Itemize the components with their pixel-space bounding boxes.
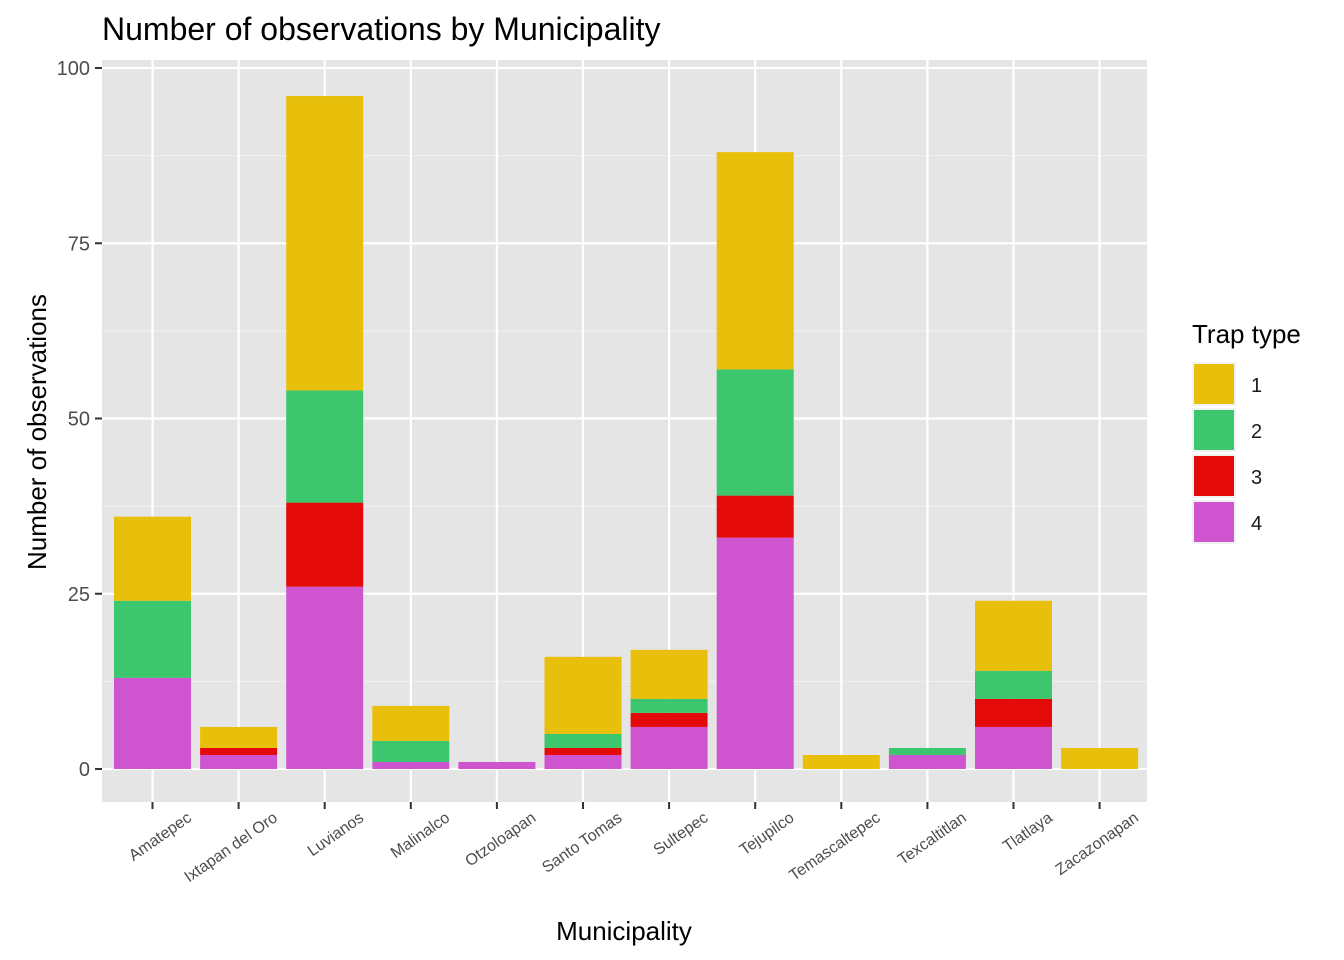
chart-title: Number of observations by Municipality [102,11,660,47]
plot-panel [102,60,1147,802]
y-axis: 0 25 50 75 100 [57,58,102,781]
bar-segment [372,705,450,741]
bar-segment [716,369,794,496]
bar-segment [630,649,708,699]
legend-label: 1 [1251,375,1262,397]
legend-swatch [1194,364,1234,404]
bar-segment [200,726,278,748]
legend: Trap type 1 2 3 4 [1192,319,1301,544]
bar-segment [630,726,708,769]
y-tick-label: 75 [68,233,90,255]
x-tick-label: Tlatlaya [1000,809,1056,855]
bar-segment [286,96,364,391]
legend-label: 2 [1251,421,1262,443]
x-tick-label: Otzoloapan [462,809,539,870]
bar-segment [286,502,364,587]
bar-segment [544,747,622,755]
x-tick-label: Temascaltepec [786,809,883,884]
bar-segment [716,537,794,769]
bar-segment [975,600,1052,671]
x-tick-label: Santo Tomas [539,809,625,876]
bar-segment [114,600,191,678]
x-tick-label: Sultepec [651,809,712,859]
x-tick-label: Tejupilco [737,809,798,859]
y-tick-label: 25 [68,584,90,606]
y-tick-label: 100 [57,58,90,80]
bar-segment [544,754,622,769]
bar-segment [544,656,622,734]
bar-segment [114,677,191,769]
bar-segment [372,740,450,762]
x-tick-label: Amatepec [126,809,195,864]
bar-segment [200,754,278,769]
bar-segment [888,747,966,755]
x-tick-label: Zacazonapan [1053,809,1142,879]
legend-label: 3 [1251,467,1262,489]
bar-segment [716,495,794,538]
legend-swatch [1194,456,1234,496]
x-tick-label: Luvianos [305,809,367,860]
bar-segment [1061,747,1139,769]
bar-segment [888,754,966,769]
x-tick-label: Malinalco [388,809,453,862]
x-axis-title: Municipality [556,916,692,946]
bar-segment [372,761,450,769]
bar-segment [716,152,794,370]
bar-segment [975,698,1052,727]
x-tick-label: Texcaltitlan [895,809,970,868]
bar-segment [286,586,364,769]
bar-segment [200,747,278,755]
bars [114,96,1139,769]
bar-segment [458,761,536,769]
bar-segment [114,516,191,601]
y-tick-label: 50 [68,409,90,431]
bar-segment [630,712,708,727]
legend-title: Trap type [1192,319,1301,349]
legend-swatch [1194,502,1234,542]
bar-segment [802,754,880,769]
y-tick-label: 0 [79,759,90,781]
bar-segment [630,698,708,713]
bar-segment [286,390,364,503]
bar-segment [975,726,1052,769]
bar-segment [975,670,1052,699]
legend-swatch [1194,410,1234,450]
legend-label: 4 [1251,513,1262,535]
y-axis-title: Number of observations [22,294,52,570]
x-tick-label: Ixtapan del Oro [182,809,281,886]
bar-segment [544,733,622,748]
